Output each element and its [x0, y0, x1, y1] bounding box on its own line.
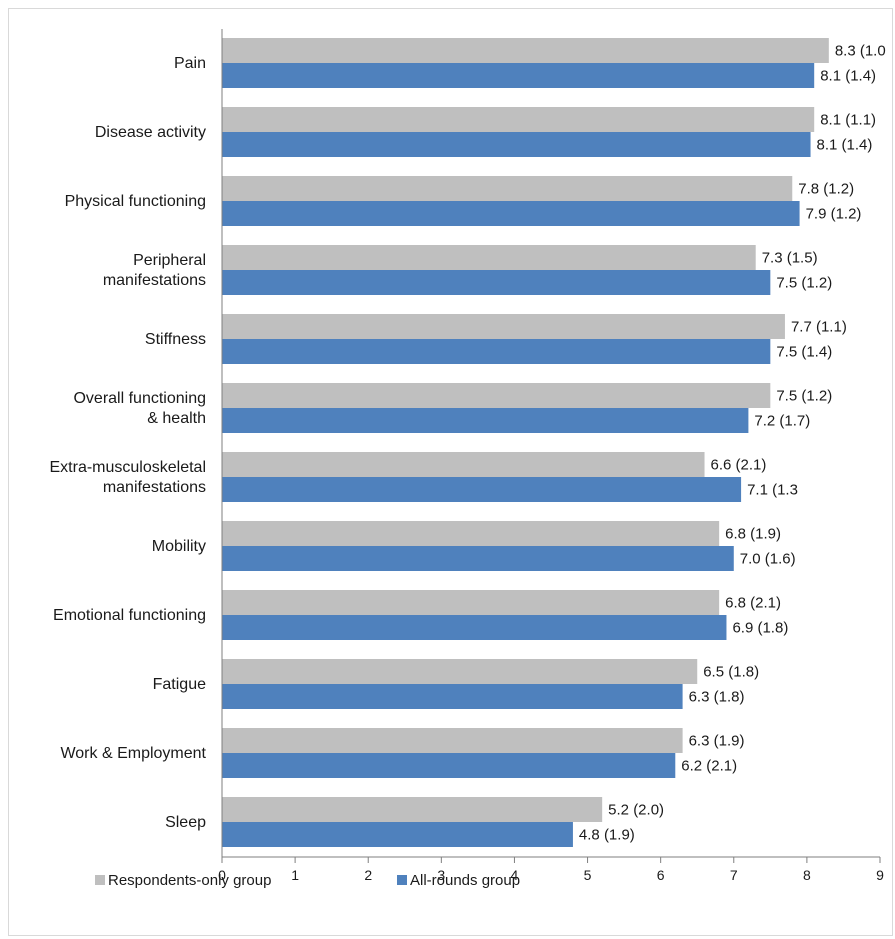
category-label: Fatigue: [153, 676, 206, 693]
bar-respondents-only: [222, 176, 793, 201]
category-labels-layer: Pain Disease activity Physical functioning…: [50, 55, 207, 831]
bar-all-rounds: [222, 339, 771, 364]
category-label: Peripheral manifestations: [103, 252, 206, 289]
x-tick-label: 5: [584, 867, 592, 883]
bar-respondents-only: [222, 728, 683, 753]
bar-respondents-only: [222, 107, 815, 132]
bar-value-label: 8.1 (1.4): [820, 68, 876, 85]
x-tick-label: 4: [511, 867, 519, 883]
chart-frame: 8.3 (1.0 8.1 (1.4) 8.1 (1.1) 8.1 (1.4) 7.8 (…: [8, 8, 893, 936]
category-label: Work & Employment: [60, 745, 206, 762]
bar-value-label: 6.3 (1.9): [689, 733, 745, 750]
x-tick-label: 0: [218, 867, 226, 883]
x-tick-label: 7: [730, 867, 738, 883]
category-label: Sleep: [165, 814, 206, 831]
bar-all-rounds: [222, 63, 815, 88]
bar-value-label: 8.1 (1.1): [820, 112, 876, 129]
x-tick-label: 1: [291, 867, 299, 883]
bar-respondents-only: [222, 590, 720, 615]
bar-all-rounds: [222, 684, 683, 709]
x-tick-label: 2: [364, 867, 372, 883]
category-label: Disease activity: [95, 124, 206, 141]
category-label: Overall functioning & health: [73, 390, 206, 427]
bar-all-rounds: [222, 822, 573, 847]
bar-value-label: 6.2 (2.1): [681, 758, 737, 775]
bar-all-rounds: [222, 546, 734, 571]
bar-all-rounds: [222, 477, 742, 502]
category-label: Stiffness: [145, 331, 206, 348]
category-label: Pain: [174, 55, 206, 72]
bar-all-rounds: [222, 753, 676, 778]
bars-layer: [222, 38, 829, 847]
category-label: Physical functioning: [65, 193, 206, 210]
bar-respondents-only: [222, 659, 698, 684]
bar-value-label: 7.5 (1.2): [776, 275, 832, 292]
bar-value-label: 6.5 (1.8): [703, 664, 759, 681]
category-label: Mobility: [152, 538, 206, 555]
legend: Respondents-only group All-rounds group: [95, 872, 520, 889]
bar-respondents-only: [222, 314, 785, 339]
bar-respondents-only: [222, 797, 603, 822]
bar-value-label: 6.3 (1.8): [689, 689, 745, 706]
bar-value-label: 7.5 (1.2): [776, 388, 832, 405]
x-tick-label: 8: [803, 867, 811, 883]
bar-value-label: 8.1 (1.4): [817, 137, 873, 154]
bar-value-label: 6.8 (2.1): [725, 595, 781, 612]
bar-all-rounds: [222, 408, 749, 433]
bar-respondents-only: [222, 521, 720, 546]
bar-all-rounds: [222, 201, 800, 226]
value-labels-layer: 8.3 (1.0 8.1 (1.4) 8.1 (1.1) 8.1 (1.4) 7.8 (…: [579, 43, 886, 844]
bar-value-label: 7.8 (1.2): [798, 181, 854, 198]
bar-respondents-only: [222, 383, 771, 408]
bar-value-label: 7.7 (1.1): [791, 319, 847, 336]
horizontal-bar-chart: 8.3 (1.0 8.1 (1.4) 8.1 (1.1) 8.1 (1.4) 7.8 (…: [50, 29, 886, 889]
bar-value-label: 4.8 (1.9): [579, 827, 635, 844]
legend-swatch: [95, 875, 105, 885]
bar-value-label: 7.3 (1.5): [762, 250, 818, 267]
category-label: Extra-musculoskeletal manifestations: [50, 459, 207, 496]
x-tick-label: 9: [876, 867, 884, 883]
bar-respondents-only: [222, 245, 756, 270]
legend-label: All-rounds group: [410, 872, 520, 889]
bar-value-label: 8.3 (1.0: [835, 43, 886, 60]
x-tick-label: 3: [437, 867, 445, 883]
bar-respondents-only: [222, 38, 829, 63]
x-axis: 0 1 2 3 4 5 6 7 8 9: [218, 29, 884, 883]
bar-all-rounds: [222, 132, 811, 157]
bar-all-rounds: [222, 270, 771, 295]
bar-value-label: 6.9 (1.8): [732, 620, 788, 637]
bar-value-label: 7.9 (1.2): [806, 206, 862, 223]
x-tick-label: 6: [657, 867, 665, 883]
bar-value-label: 5.2 (2.0): [608, 802, 664, 819]
category-label: Emotional functioning: [53, 607, 206, 624]
bar-value-label: 6.6 (2.1): [711, 457, 767, 474]
bar-respondents-only: [222, 452, 705, 477]
legend-swatch: [397, 875, 407, 885]
bar-value-label: 7.0 (1.6): [740, 551, 796, 568]
bar-value-label: 7.2 (1.7): [754, 413, 810, 430]
bar-all-rounds: [222, 615, 727, 640]
legend-label: Respondents-only group: [108, 872, 271, 889]
bar-value-label: 7.5 (1.4): [776, 344, 832, 361]
bar-value-label: 7.1 (1.3: [747, 482, 798, 499]
bar-value-label: 6.8 (1.9): [725, 526, 781, 543]
